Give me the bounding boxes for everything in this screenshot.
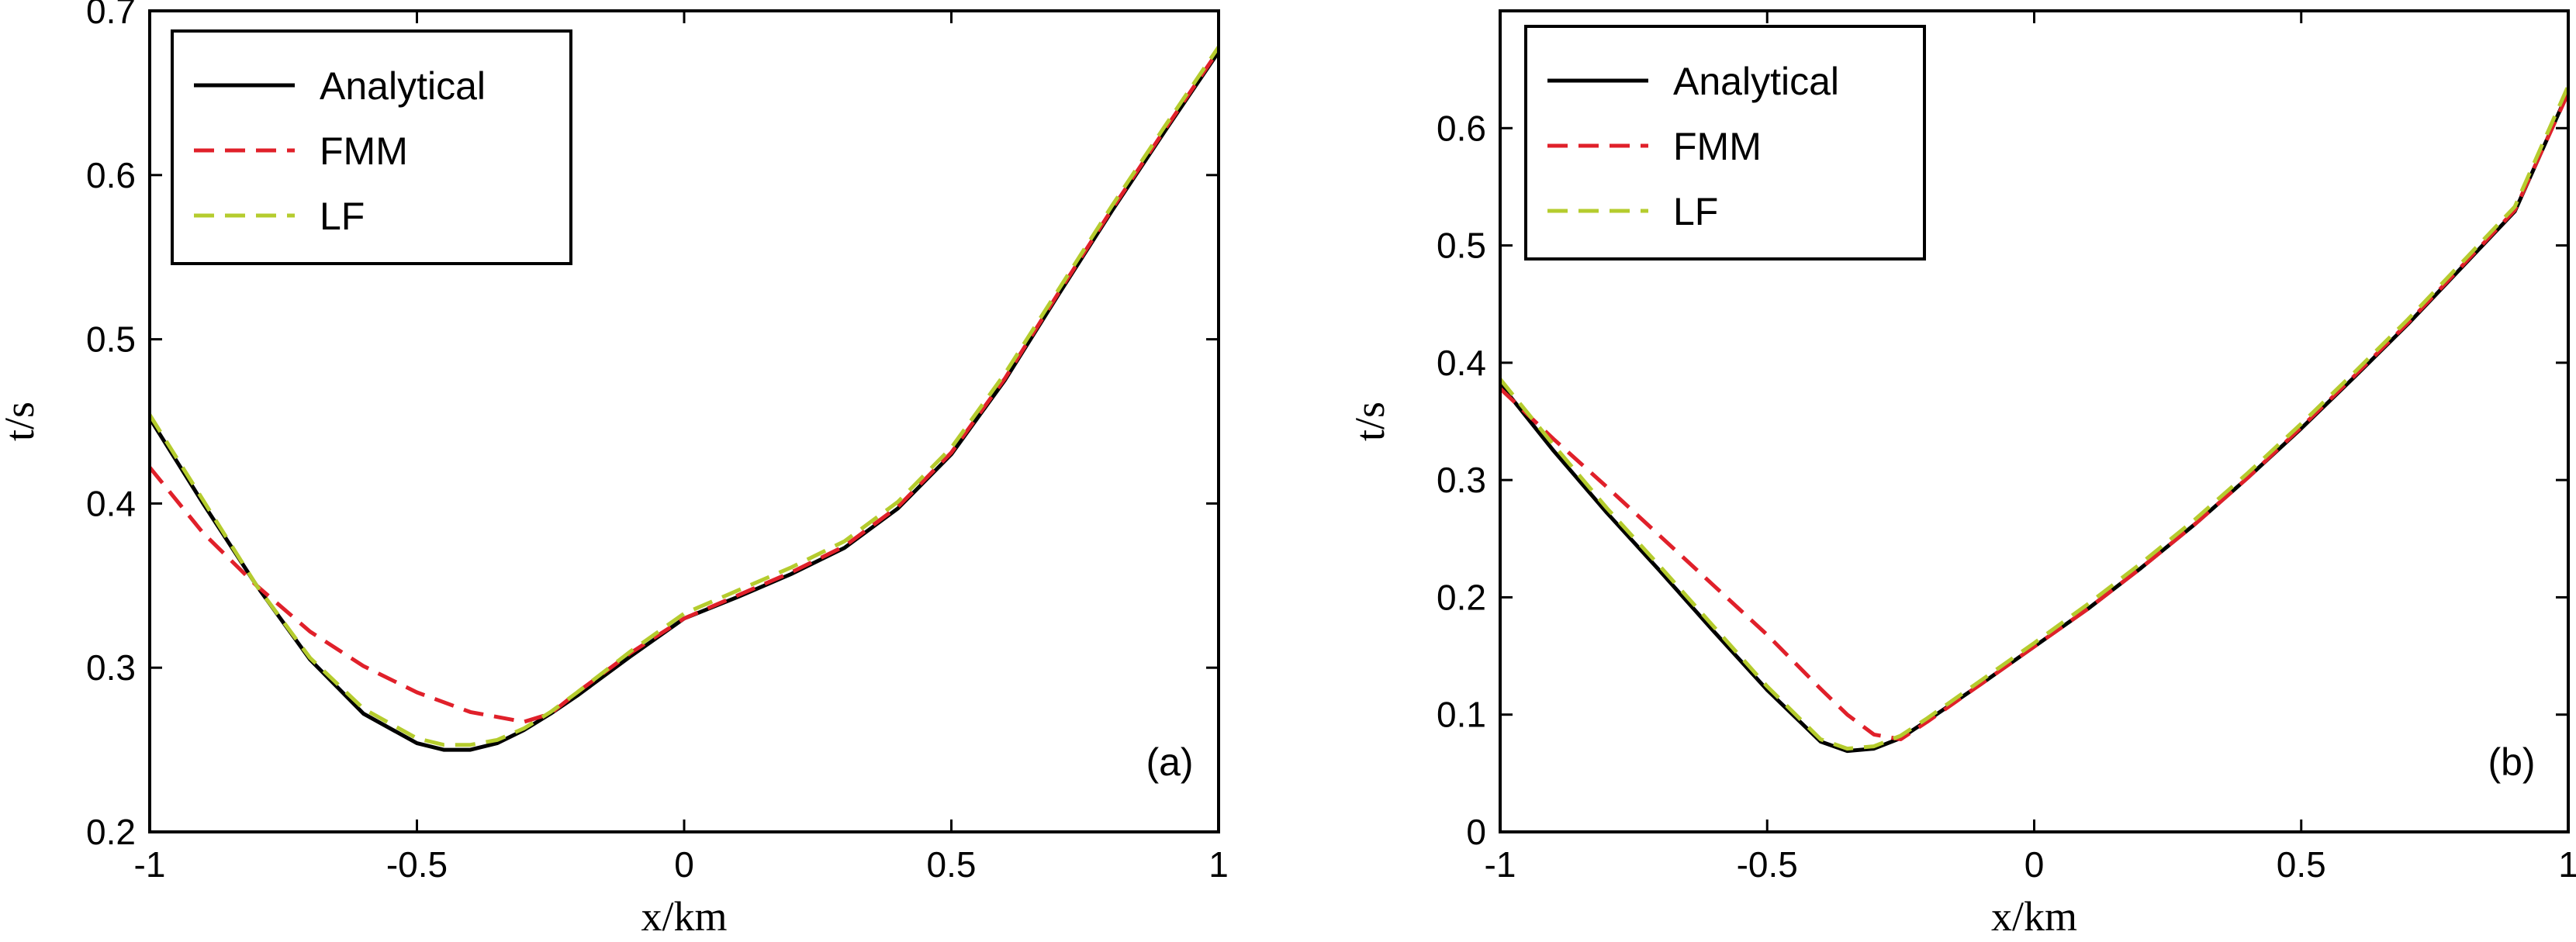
legend-label-analytical: Analytical	[1673, 60, 1839, 103]
chart-panel-a: -1 -0.5 0 0.5 1 0.2 0.3 0.4 0.5 0.6 0.7 x/km t/s Anal…	[0, 0, 1229, 940]
legend: Analytical FMM LF	[1524, 25, 1926, 261]
legend-label-fmm: FMM	[1673, 125, 1762, 168]
x-tick-label: 0.5	[2277, 844, 2326, 885]
legend-label-analytical: Analytical	[320, 64, 486, 108]
x-tick-label: 0	[674, 844, 694, 885]
y-tick-label: 0.2	[1437, 577, 1486, 617]
legend-box	[171, 29, 572, 265]
series-group	[150, 46, 1219, 752]
y-tick-label: 0.2	[86, 812, 136, 852]
axes-frame	[148, 9, 1220, 833]
legend-label-lf: LF	[320, 195, 365, 238]
series-group	[1500, 85, 2568, 754]
series-line-fmm	[1500, 91, 2568, 741]
legend-box	[1524, 25, 1926, 261]
x-tick-label: 0	[2024, 844, 2045, 885]
y-tick-label: 0.6	[1437, 108, 1486, 148]
y-tick-label: 0	[1466, 812, 1486, 852]
x-tick-label: 1	[1208, 844, 1229, 885]
y-tick-label: 0.5	[1437, 226, 1486, 266]
chart-panel-b: -1 -0.5 0 0.5 1 0 0.1 0.2 0.3 0.4 0.5 0.6 x/km t/s Ana…	[1347, 9, 2576, 940]
y-tick-label: 0.3	[86, 647, 136, 688]
y-axis-title: t/s	[0, 402, 43, 441]
x-tick-label: -0.5	[1737, 844, 1798, 885]
legend-label-lf: LF	[1673, 190, 1718, 233]
y-tick-label: 0.1	[1437, 695, 1486, 735]
y-tick-label: 0.7	[86, 0, 136, 31]
series-line-lf	[150, 46, 1219, 747]
y-tick-label: 0.3	[1437, 460, 1486, 500]
series-line-analytical	[150, 50, 1219, 752]
y-axis-title: t/s	[1347, 402, 1393, 441]
series-line-lf	[1500, 85, 2568, 751]
panel-label: (a)	[1146, 740, 1193, 784]
x-tick-label: -0.5	[386, 844, 448, 885]
panel-label: (b)	[2488, 740, 2535, 784]
x-tick-label: 1	[2558, 844, 2576, 885]
y-tick-label: 0.4	[1437, 343, 1486, 383]
legend-label-fmm: FMM	[320, 129, 408, 173]
y-tick-label: 0.6	[86, 155, 136, 195]
x-tick-label: -1	[134, 844, 166, 885]
x-axis-title: x/km	[641, 893, 727, 940]
y-tick-label: 0.5	[86, 319, 136, 360]
y-tick-label: 0.4	[86, 483, 136, 523]
x-axis-title: x/km	[1991, 893, 2077, 940]
x-tick-label: 0.5	[927, 844, 977, 885]
axes-frame	[1499, 9, 2570, 833]
x-tick-label: -1	[1485, 844, 1516, 885]
legend: Analytical FMM LF	[171, 29, 572, 265]
